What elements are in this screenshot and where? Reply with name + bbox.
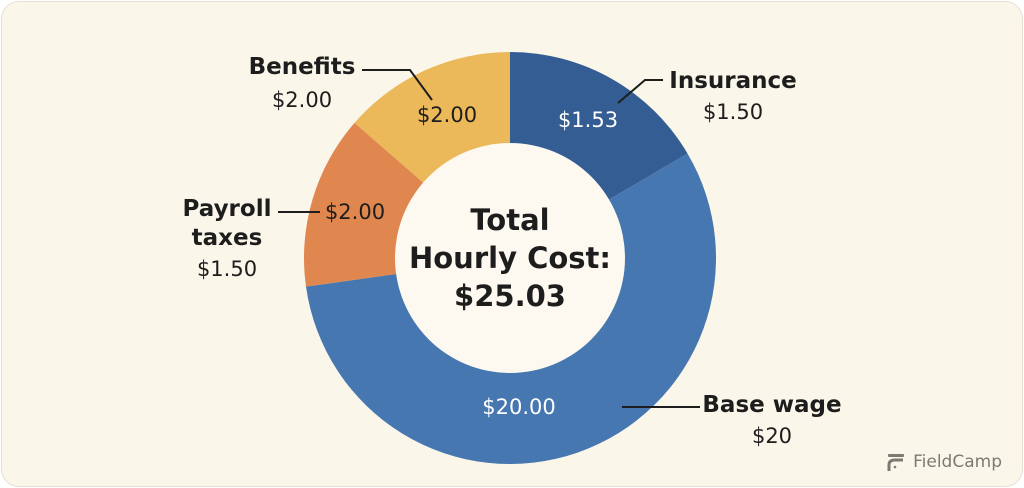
- inner-label-benefits: $2.00: [417, 103, 477, 127]
- value-benefits: $2.00: [272, 88, 332, 112]
- slice-base-wage: [306, 153, 717, 465]
- inner-label-insurance: $1.53: [558, 108, 618, 132]
- fieldcamp-logo: FieldCamp: [886, 452, 1002, 472]
- value-payroll: $1.50: [197, 257, 257, 281]
- center-total: $25.03: [454, 279, 566, 313]
- brand-name: FieldCamp: [913, 452, 1002, 472]
- fieldcamp-logo-icon: [887, 454, 905, 471]
- value-base-wage: $20: [752, 424, 792, 448]
- value-insurance: $1.50: [703, 100, 763, 124]
- label-base-wage: Base wage: [702, 392, 841, 418]
- center-line-2: Hourly Cost:: [409, 241, 611, 275]
- inner-label-payroll: $2.00: [325, 200, 385, 224]
- label-payroll-line2: taxes: [192, 225, 263, 251]
- slice-insurance: [510, 52, 688, 203]
- label-insurance: Insurance: [669, 68, 796, 94]
- label-benefits: Benefits: [249, 54, 356, 80]
- donut-hole: [395, 143, 625, 373]
- inner-label-base-wage: $20.00: [482, 395, 555, 419]
- label-payroll-line1: Payroll: [183, 196, 272, 222]
- leader-insurance: [617, 79, 663, 104]
- center-line-1: Total: [470, 203, 549, 237]
- leader-benefits: [362, 69, 433, 101]
